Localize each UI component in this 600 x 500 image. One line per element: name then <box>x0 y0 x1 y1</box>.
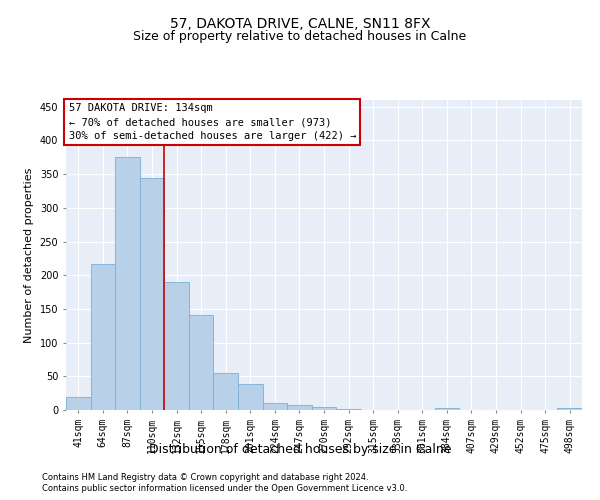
Bar <box>115 158 140 410</box>
Bar <box>214 373 238 410</box>
Text: 57, DAKOTA DRIVE, CALNE, SN11 8FX: 57, DAKOTA DRIVE, CALNE, SN11 8FX <box>170 18 430 32</box>
Bar <box>91 264 115 410</box>
Bar <box>263 402 287 410</box>
Text: Distribution of detached houses by size in Calne: Distribution of detached houses by size … <box>149 442 451 456</box>
Text: 57 DAKOTA DRIVE: 134sqm
← 70% of detached houses are smaller (973)
30% of semi-d: 57 DAKOTA DRIVE: 134sqm ← 70% of detache… <box>68 103 356 141</box>
Bar <box>434 408 459 410</box>
Bar <box>557 408 582 410</box>
Bar <box>312 406 336 410</box>
Bar <box>66 396 91 410</box>
Y-axis label: Number of detached properties: Number of detached properties <box>24 168 34 342</box>
Bar <box>287 404 312 410</box>
Bar <box>238 384 263 410</box>
Bar <box>189 315 214 410</box>
Bar <box>336 408 361 410</box>
Text: Contains public sector information licensed under the Open Government Licence v3: Contains public sector information licen… <box>42 484 407 493</box>
Bar <box>164 282 189 410</box>
Bar <box>140 178 164 410</box>
Text: Size of property relative to detached houses in Calne: Size of property relative to detached ho… <box>133 30 467 43</box>
Text: Contains HM Land Registry data © Crown copyright and database right 2024.: Contains HM Land Registry data © Crown c… <box>42 472 368 482</box>
